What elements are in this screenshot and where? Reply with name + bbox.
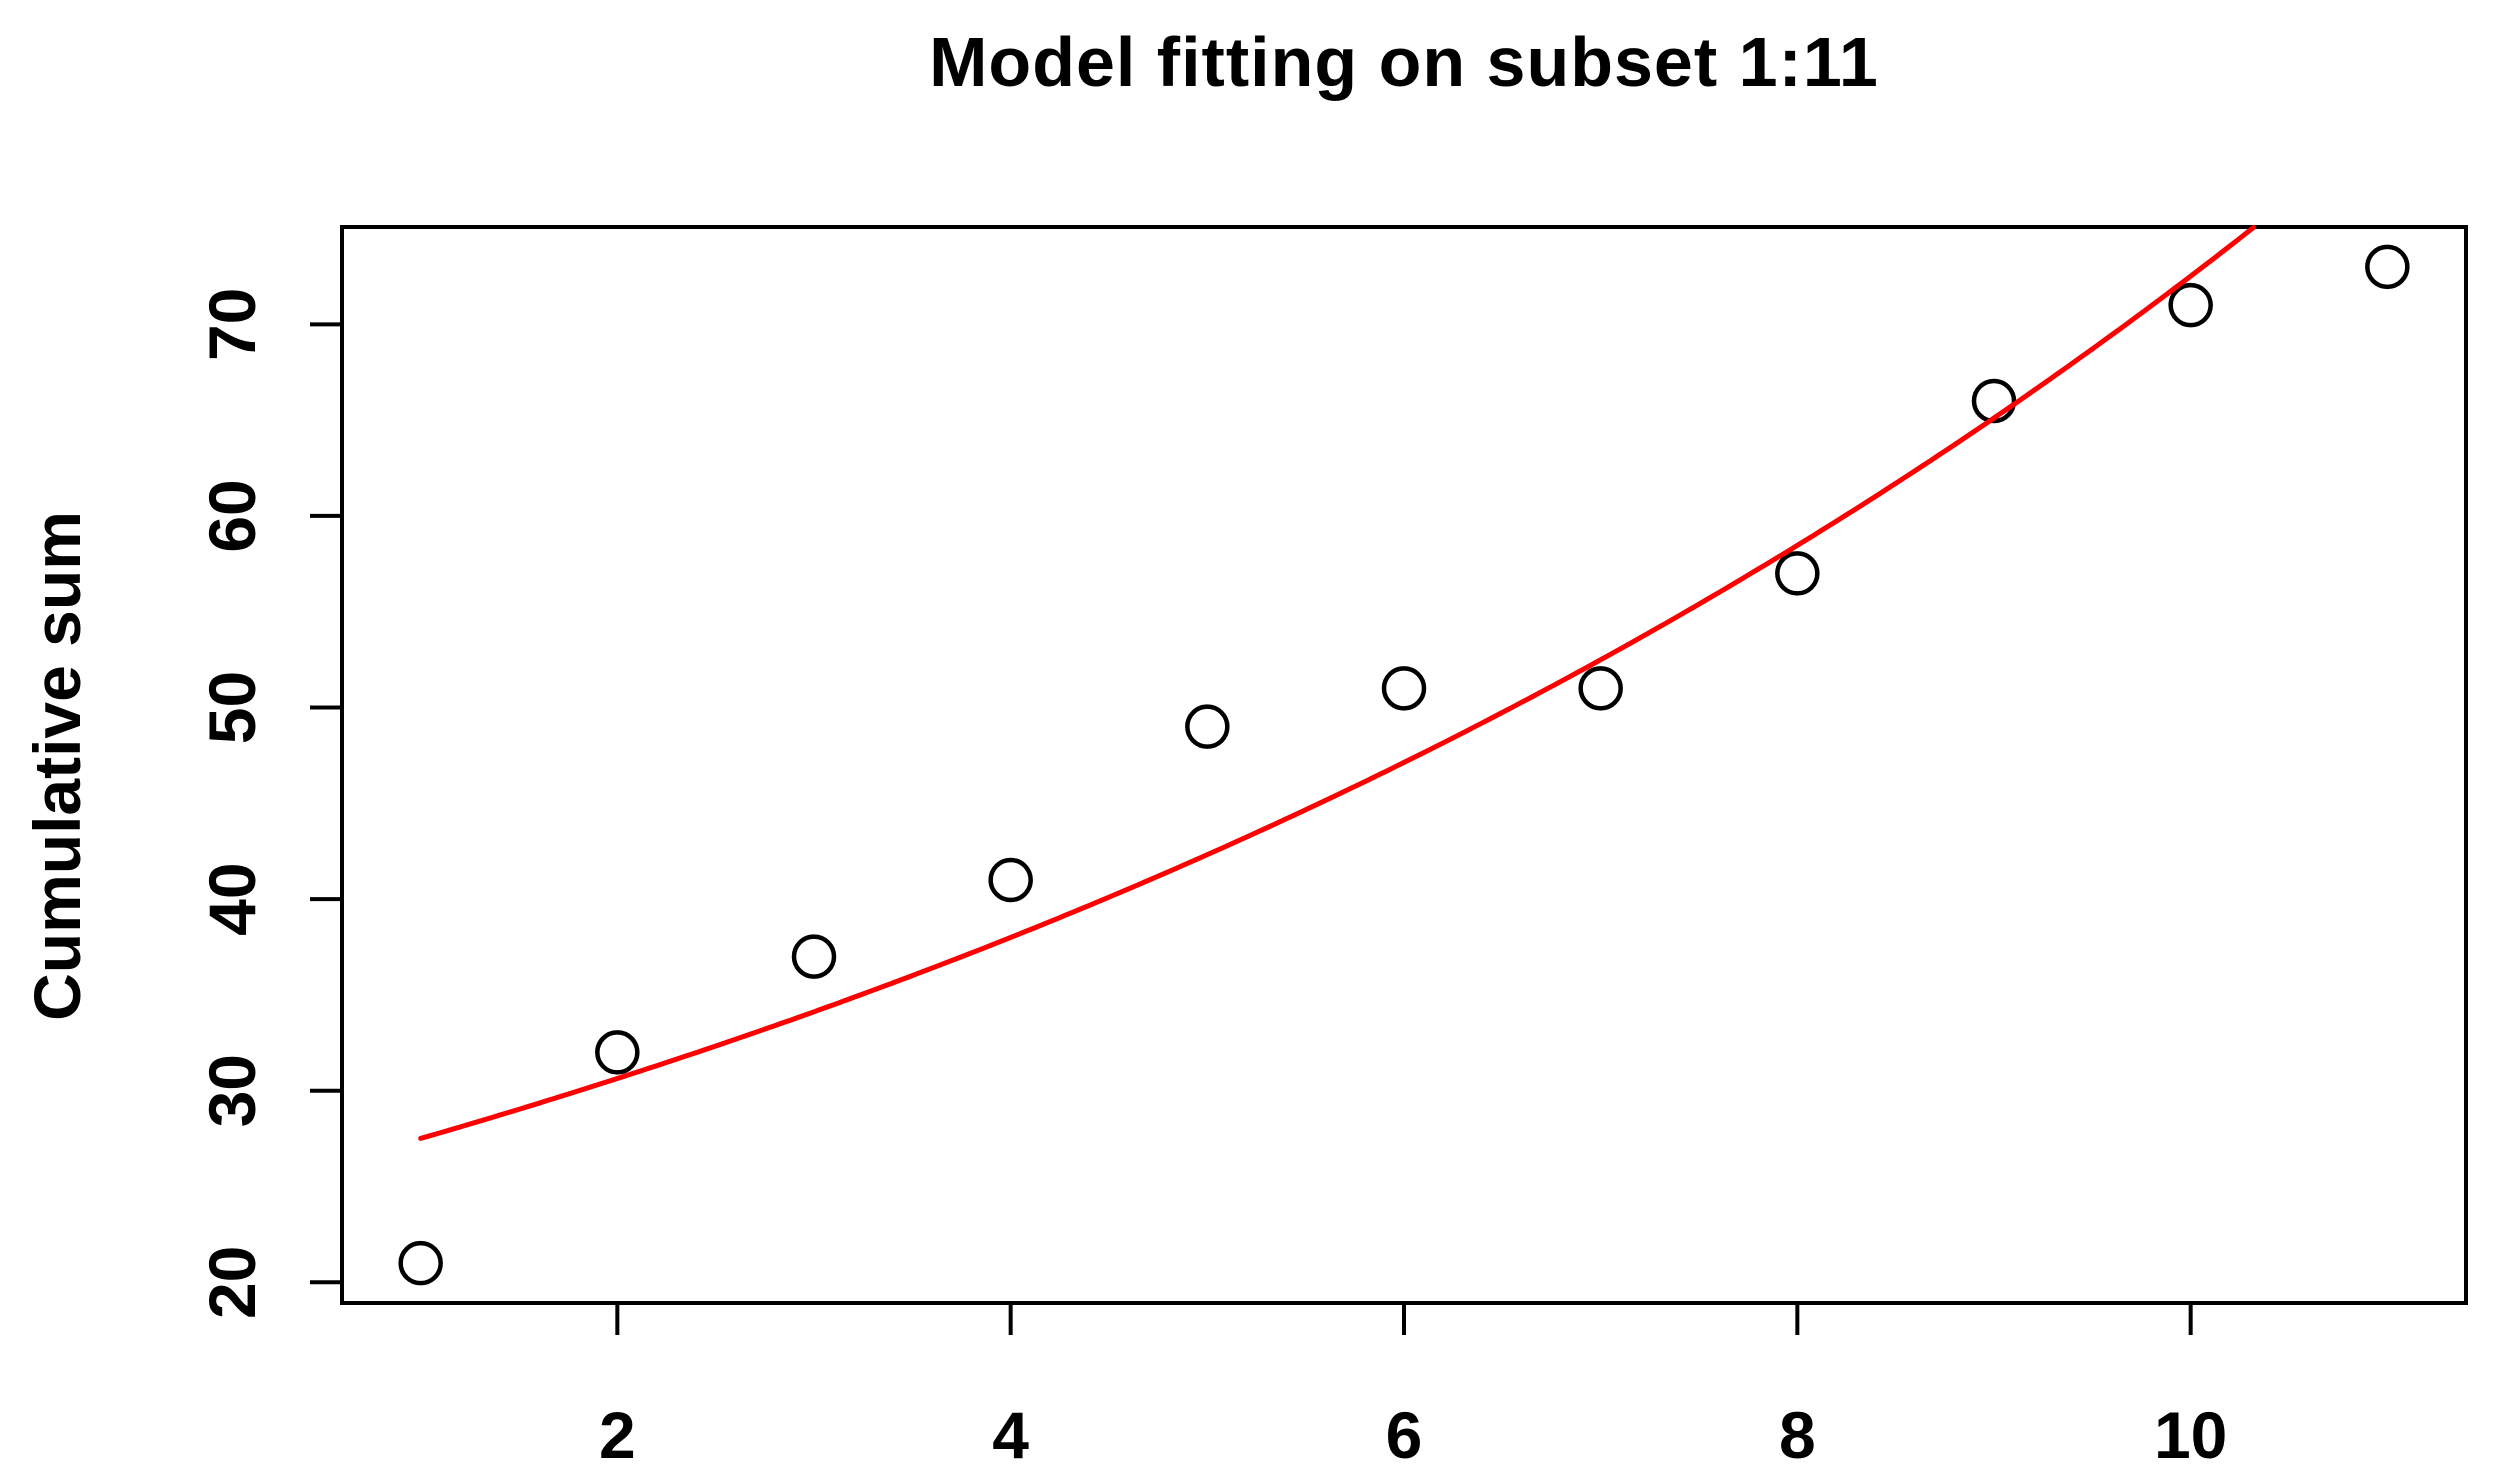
- data-point: [2365, 244, 2410, 290]
- data-point: [1381, 666, 1427, 711]
- y-tick-label: 50: [195, 671, 269, 744]
- x-tick-label: 6: [1386, 1398, 1423, 1472]
- data-point: [2168, 282, 2213, 328]
- y-tick-label: 30: [195, 1054, 269, 1127]
- x-tick-label: 4: [992, 1398, 1029, 1472]
- data-point: [1775, 551, 1820, 596]
- fitted-curve: [418, 224, 2257, 1141]
- data-point: [988, 857, 1033, 903]
- y-tick-label: 60: [195, 479, 269, 552]
- x-tick-label: 2: [599, 1398, 636, 1472]
- data-point: [1185, 704, 1230, 749]
- data-point: [595, 1030, 640, 1075]
- y-tick-label: 40: [195, 862, 269, 935]
- data-point: [1971, 378, 2017, 424]
- plot-box: [340, 225, 2468, 1305]
- data-point: [398, 1240, 443, 1286]
- data-point: [1578, 666, 1623, 711]
- y-tick-label: 70: [195, 288, 269, 361]
- y-tick-label: 20: [195, 1246, 269, 1319]
- chart-title: Model fitting on subset 1:11: [929, 23, 1879, 101]
- x-tick-label: 8: [1779, 1398, 1816, 1472]
- data-point: [791, 934, 837, 979]
- x-tick-label: 10: [2154, 1398, 2227, 1472]
